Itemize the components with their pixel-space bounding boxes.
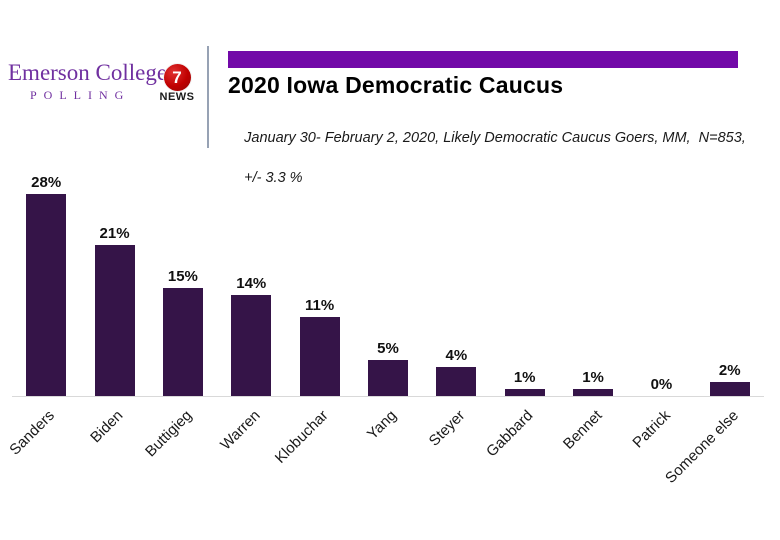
- x-label-cell-steyer: Steyer: [422, 397, 490, 537]
- x-label-yang: Yang: [363, 407, 401, 444]
- bar-column-gabbard: 1%: [491, 170, 559, 396]
- x-axis-labels: Sanders Biden Buttigieg Warren Klobuchar Yang…: [7, 397, 764, 537]
- bar-klobuchar: [299, 317, 340, 396]
- x-label-cell-someone-else: Someone else: [662, 397, 764, 537]
- bar-value-label-biden: 21%: [99, 225, 130, 242]
- x-label-biden: Biden: [87, 407, 127, 447]
- bar-column-patrick: 0%: [627, 170, 695, 396]
- bar-value-label-gabbard: 1%: [513, 369, 536, 386]
- bar-someone-else: [709, 382, 750, 396]
- x-label-gabbard: Gabbard: [483, 407, 537, 461]
- x-label-cell-gabbard: Gabbard: [483, 397, 559, 537]
- bar-biden: [94, 245, 135, 396]
- emerson-college-wordmark: Emerson College: [8, 60, 168, 85]
- bar-column-warren: 14%: [217, 170, 285, 396]
- bar-column-yang: 5%: [354, 170, 422, 396]
- bar-value-label-buttigieg: 15%: [167, 268, 198, 285]
- bar-column-buttigieg: 15%: [149, 170, 217, 396]
- bar-value-label-warren: 14%: [236, 275, 267, 292]
- x-label-cell-warren: Warren: [217, 397, 285, 537]
- x-label-patrick: Patrick: [629, 407, 674, 452]
- bar-value-label-sanders: 28%: [31, 174, 62, 191]
- emerson-college-logo: Emerson College POLLING: [8, 60, 198, 103]
- bar-value-label-klobuchar: 11%: [305, 297, 335, 314]
- bar-column-sanders: 28%: [12, 170, 80, 396]
- subtitle-line-1: January 30- February 2, 2020, Likely Dem…: [244, 130, 746, 146]
- x-label-warren: Warren: [216, 407, 264, 454]
- page-title: 2020 Iowa Democratic Caucus: [228, 72, 564, 98]
- bar-gabbard: [504, 389, 545, 396]
- x-label-sanders: Sanders: [6, 407, 59, 459]
- bar-warren: [231, 295, 272, 396]
- x-label-cell-yang: Yang: [354, 397, 422, 537]
- 7news-logo: 7 NEWS: [157, 64, 197, 103]
- subtitle-line-2: +/- 3.3 %: [244, 170, 303, 186]
- bar-column-biden: 21%: [80, 170, 148, 396]
- bar-steyer: [436, 367, 477, 396]
- x-label-cell-biden: Biden: [80, 397, 148, 537]
- poll-methodology-subtitle: January 30- February 2, 2020, Likely Dem…: [228, 108, 748, 208]
- vertical-divider: [207, 46, 209, 148]
- x-label-bennet: Bennet: [559, 407, 606, 453]
- emerson-polling-label: POLLING: [30, 88, 131, 102]
- bar-value-label-someone-else: 2%: [718, 362, 741, 379]
- bar-buttigieg: [162, 288, 203, 396]
- bar-chart-plot-area: 28% 21% 15% 14% 11% 5% 4% 1% 1% 0% 2%: [12, 170, 764, 396]
- bar-column-klobuchar: 11%: [285, 170, 353, 396]
- bar-bennet: [573, 389, 614, 396]
- bar-yang: [367, 360, 408, 396]
- 7news-circle-icon: 7: [163, 64, 191, 91]
- x-label-cell-klobuchar: Klobuchar: [272, 397, 353, 537]
- bar-column-bennet: 1%: [559, 170, 627, 396]
- x-label-cell-bennet: Bennet: [559, 397, 627, 537]
- purple-accent-bar: [228, 51, 738, 68]
- bar-value-label-yang: 5%: [377, 340, 399, 357]
- bar-value-label-bennet: 1%: [582, 369, 604, 386]
- bar-column-someone-else: 2%: [696, 170, 764, 396]
- bar-column-steyer: 4%: [422, 170, 490, 396]
- x-label-cell-sanders: Sanders: [7, 397, 80, 537]
- 7news-wordmark: NEWS: [159, 91, 195, 103]
- x-label-buttigieg: Buttigieg: [141, 407, 195, 461]
- bar-sanders: [26, 194, 67, 396]
- x-label-steyer: Steyer: [425, 407, 469, 450]
- bar-value-label-steyer: 4%: [445, 347, 468, 364]
- x-label-cell-buttigieg: Buttigieg: [142, 397, 217, 537]
- x-axis-line: [12, 396, 764, 397]
- bar-value-label-patrick: 0%: [650, 376, 673, 393]
